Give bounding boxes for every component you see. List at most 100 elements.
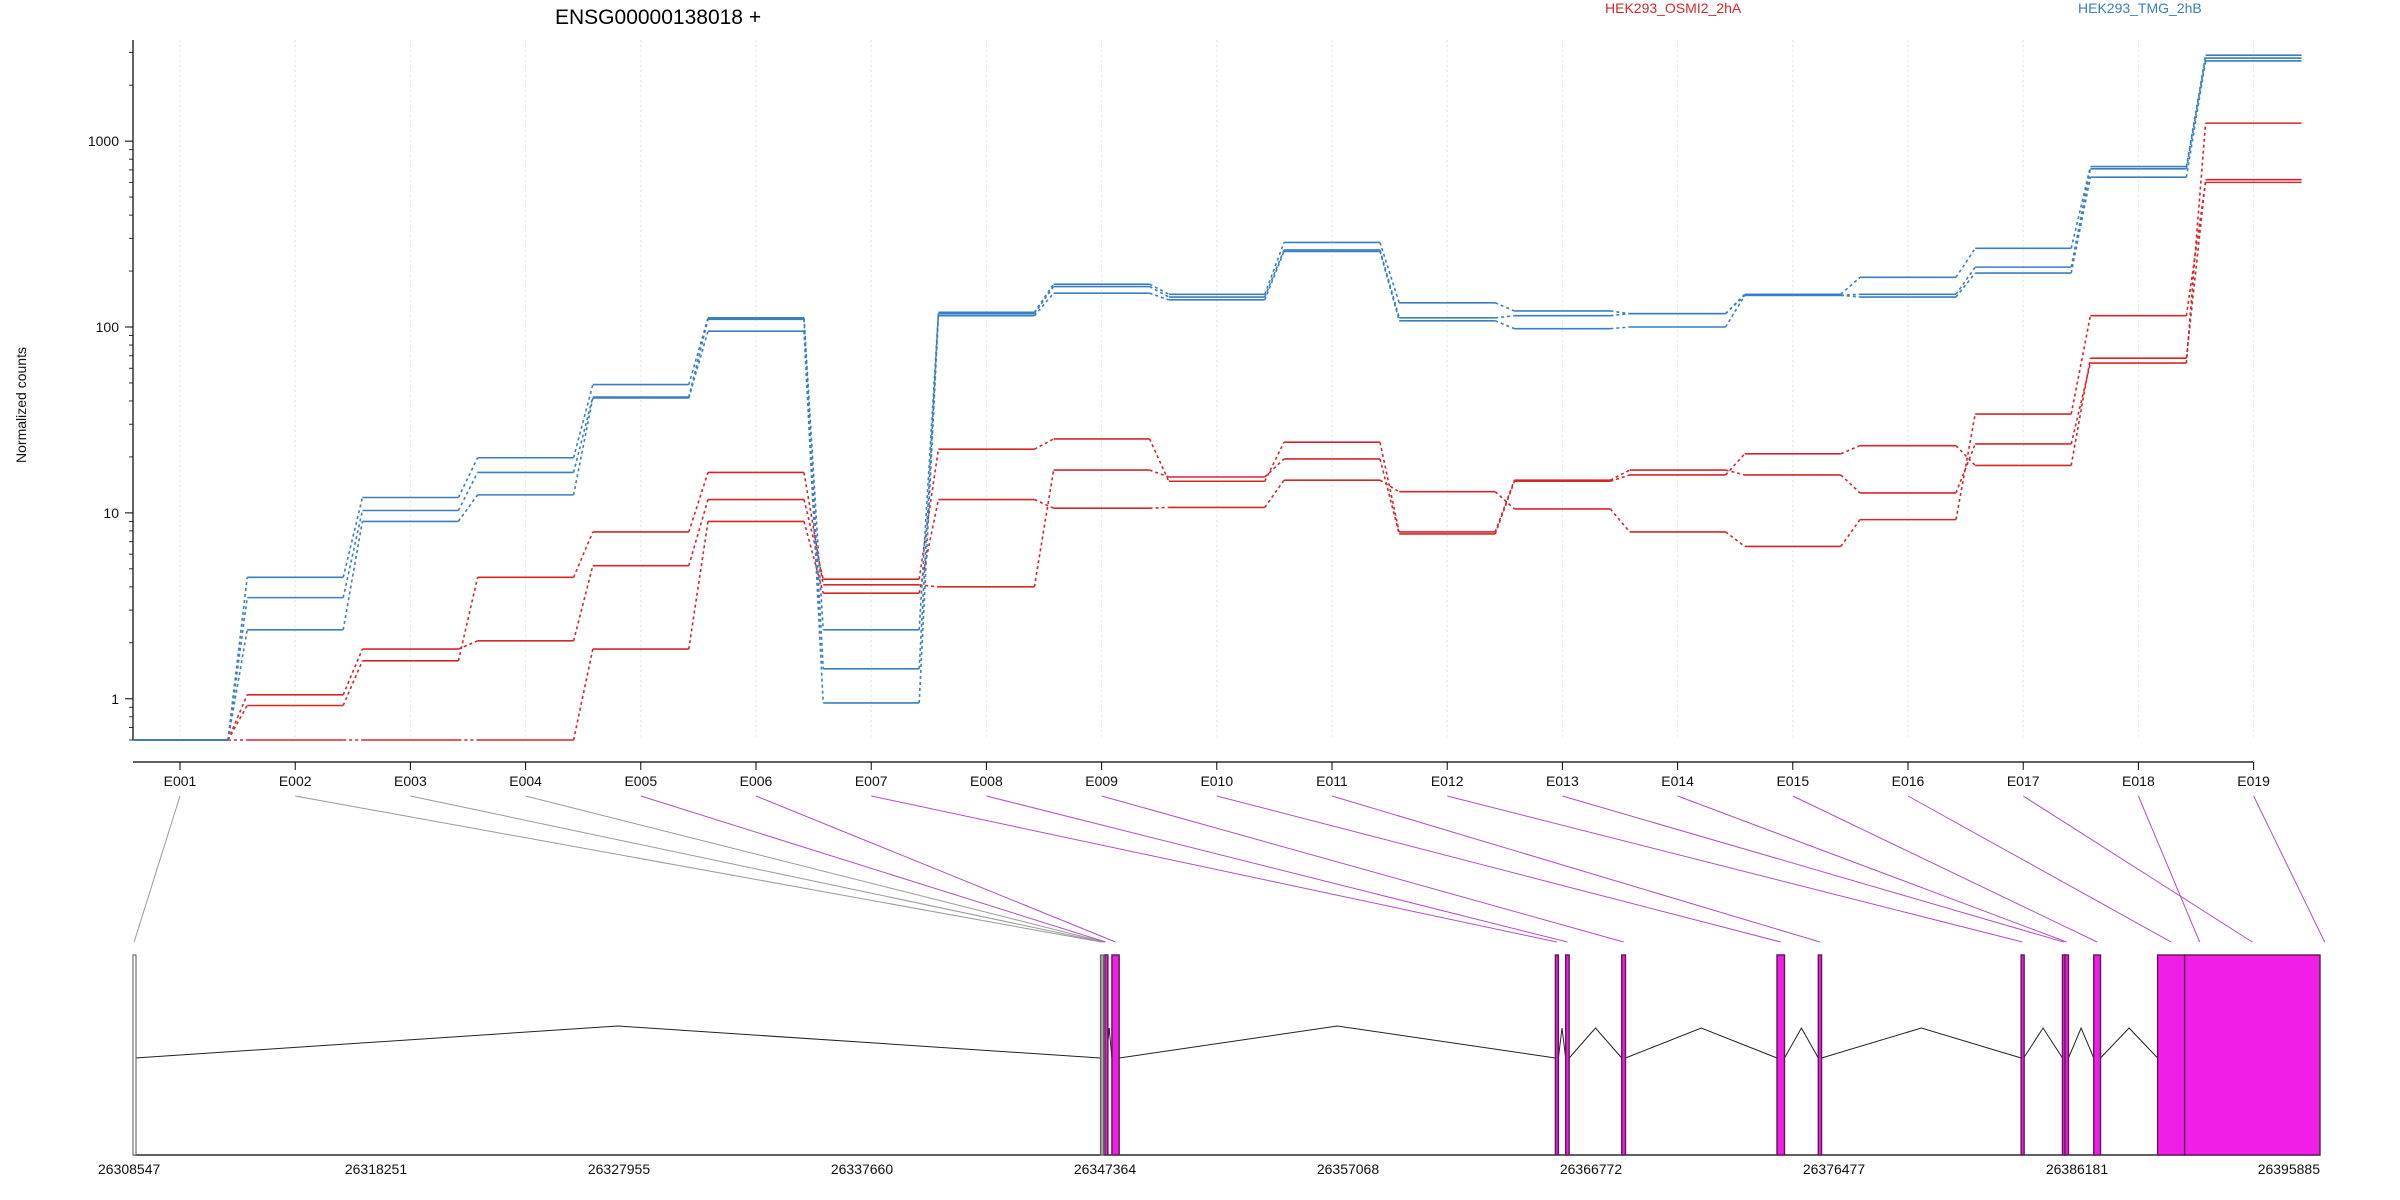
intron-line (1821, 1027, 2022, 1059)
series-transition (2070, 166, 2092, 249)
x-tick-label: E008 (970, 773, 1003, 789)
series-transition (1610, 312, 1630, 317)
connector-e019 (2253, 795, 2326, 943)
coordinate-label: 26366772 (1560, 1161, 1623, 1177)
series-transition (1840, 474, 1861, 494)
coordinate-label: 26337660 (831, 1161, 894, 1177)
series-transition (688, 521, 709, 650)
series-transition (1495, 314, 1515, 319)
series-transition (2070, 176, 2092, 274)
x-tick-label: E002 (279, 773, 312, 789)
series-transition (688, 499, 709, 566)
exon-box-e012 (2020, 954, 2025, 1156)
series-transition (1725, 453, 1746, 476)
exon-box-e009 (1621, 954, 1627, 1156)
x-tick-label: E011 (1316, 773, 1348, 789)
x-tick-label: E004 (509, 773, 542, 789)
intron-line (1557, 1027, 1567, 1059)
coordinate-label: 26318251 (345, 1161, 408, 1177)
x-tick-label: E017 (2007, 773, 2040, 789)
series-transition (2070, 362, 2092, 445)
series-transition (2070, 168, 2092, 268)
series-transition (1379, 458, 1400, 535)
vertical-grid (179, 40, 2255, 740)
series-transition (1034, 438, 1054, 450)
connector-e014 (1677, 795, 2067, 943)
series-transition (227, 597, 248, 741)
series-transition (1033, 286, 1055, 315)
x-tick-label: E016 (1892, 773, 1925, 789)
intron-line (1119, 1025, 1556, 1059)
exon-box-e001 (132, 954, 137, 1156)
series-transition (1149, 285, 1170, 298)
series-hek293-tmg-2hb-4 (133, 57, 2302, 741)
series-transition (1955, 247, 1976, 278)
gene-model: 26308547 26318251 26327955 26337660 26347364… (98, 954, 2321, 1177)
connector-e008 (986, 795, 1568, 943)
exon-box-e008 (1564, 954, 1570, 1156)
series-transition (1724, 294, 1746, 328)
x-tick-label: E014 (1661, 773, 1694, 789)
series-transition (1840, 294, 1861, 298)
series-transition (1264, 479, 1285, 508)
series-transition (688, 330, 709, 399)
series-transition (1494, 491, 1515, 510)
series-transition (2070, 357, 2092, 466)
series-transition (1610, 310, 1630, 315)
connector-e003 (410, 795, 1103, 943)
series-transition (342, 648, 364, 696)
series-transition (1264, 251, 1285, 301)
series-transition (457, 577, 479, 662)
series-transition (227, 629, 248, 741)
series-transition (803, 472, 824, 585)
coordinate-label: 26357068 (1317, 1161, 1380, 1177)
bin-connectors (133, 795, 2326, 943)
series-transition (227, 694, 248, 741)
series-transition (1494, 320, 1515, 330)
connector-e018 (2137, 795, 2201, 943)
connector-e005 (640, 795, 1106, 943)
coordinate-label: 26308547 (98, 1161, 161, 1177)
series-transition (1610, 326, 1630, 330)
x-tick-label: E018 (2122, 773, 2155, 789)
exon-box-e014 (2064, 954, 2070, 1156)
coordinate-label: 26327955 (588, 1161, 651, 1177)
x-tick-label: E012 (1431, 773, 1464, 789)
series-transition (2185, 60, 2207, 178)
x-tick-label: E013 (1546, 773, 1579, 789)
series-transition (572, 565, 594, 642)
x-tick-label: E003 (394, 773, 427, 789)
series-transition (1610, 474, 1630, 482)
series-transition (918, 315, 940, 703)
series-transition (1725, 294, 1746, 315)
series-transition (2185, 57, 2207, 169)
x-tick-label: E006 (740, 773, 773, 789)
series-transition (1034, 498, 1054, 509)
coordinate-label: 26395885 (2258, 1161, 2321, 1177)
series-transition (1379, 242, 1400, 304)
chart-title: ENSG00000138018 + (555, 6, 761, 29)
connector-e009 (1101, 795, 1624, 943)
series-transition (1840, 444, 1861, 455)
y-tick-label: 10 (103, 505, 119, 521)
exon-box-e017 (2183, 954, 2321, 1156)
series-hek293-osmi2-2ha-2 (133, 181, 2302, 741)
series-transition (1955, 272, 1976, 298)
intron-line (2068, 1026, 2095, 1059)
series-transition (2185, 123, 2207, 364)
exon-box-e007 (1554, 954, 1560, 1156)
intron-line (2023, 1027, 2063, 1059)
series-transition (1264, 458, 1285, 478)
series-transition (342, 660, 364, 706)
count-series (133, 54, 2302, 741)
x-tick-label: E001 (164, 773, 197, 789)
series-transition (1840, 519, 1861, 547)
series-transition (1149, 292, 1170, 301)
connector-e016 (1907, 795, 2172, 943)
series-transition (2070, 315, 2092, 415)
y-tick-label: 1 (111, 691, 119, 707)
exon-box-e011 (1817, 954, 1823, 1156)
series-transition (2185, 182, 2207, 316)
legend-label-tmg: HEK293_TMG_2hB (2078, 0, 2202, 16)
